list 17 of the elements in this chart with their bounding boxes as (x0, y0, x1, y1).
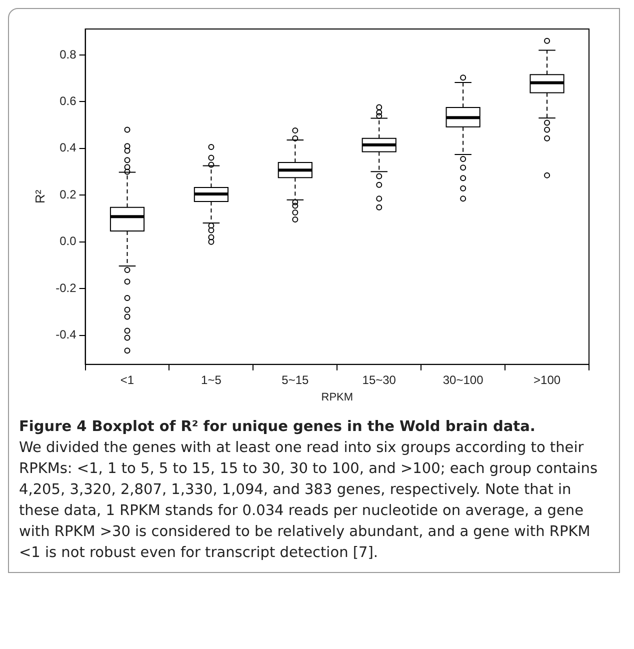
y-tick-label: -0.2 (56, 280, 77, 295)
x-tick-label: 15~30 (362, 372, 396, 387)
y-tick-label: 0.2 (60, 187, 77, 202)
y-tick-label: 0.0 (60, 234, 77, 248)
x-axis-title: RPKM (321, 391, 354, 404)
y-tick-label: 0.6 (60, 94, 77, 108)
x-tick-label: >100 (534, 372, 561, 387)
y-tick-label: -0.4 (56, 328, 77, 342)
x-tick-label: <1 (120, 372, 134, 387)
text: We divided the genes with at least one read into six groups according to their RPKMs: <1, 1 to 5, 5 to 15, 15 to 30, 30 to 100, and >100; each group contains 4,205, 3,320, 2,807, 1,330, 1,094, and 383 genes, respectively. Note that in these data, 1 RPKM stands for 0.034 reads per nucleotide on average, a gene with RPKM >30 is considered to be relatively abundant, and a gene with RPKM <1 is not robust even for transcript detection [7]. (19, 439, 598, 563)
y-axis-title: R² (32, 189, 48, 204)
y-tick-label: 0.4 (60, 140, 77, 155)
x-tick-label: 5~15 (282, 372, 309, 387)
x-tick-label: 1~5 (201, 372, 222, 387)
y-tick-label: 0.8 (60, 47, 77, 62)
x-tick-label: 30~100 (442, 372, 484, 387)
text: Figure 4 Boxplot of R² for unique genes in the Wold brain data. (19, 418, 536, 437)
